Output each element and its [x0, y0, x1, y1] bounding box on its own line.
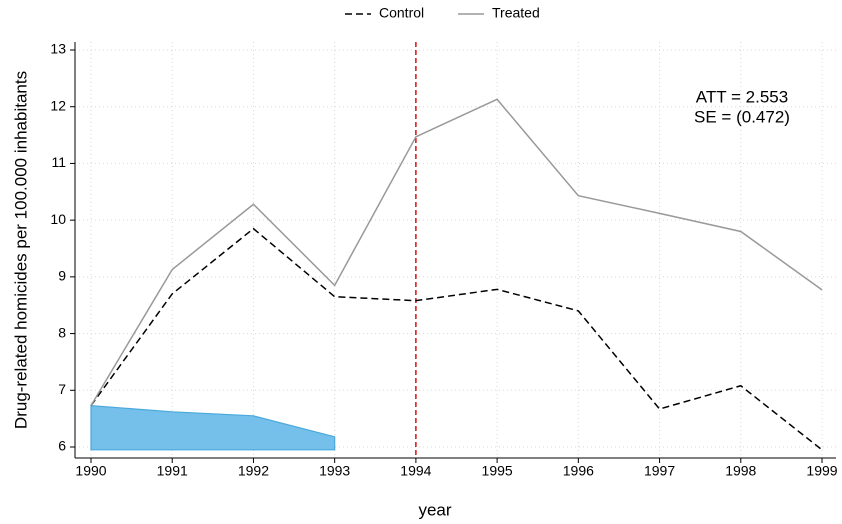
x-tick-label: 1992	[238, 463, 269, 479]
legend-label: Treated	[492, 5, 540, 21]
x-axis-label: year	[418, 500, 451, 519]
x-tick-label: 1999	[806, 463, 837, 479]
x-tick-label: 1998	[725, 463, 756, 479]
x-tick-label: 1995	[482, 463, 513, 479]
y-tick-label: 8	[58, 324, 66, 340]
y-tick-label: 11	[51, 154, 66, 170]
annotation: ATT = 2.553	[696, 87, 788, 106]
y-tick-label: 7	[58, 381, 66, 397]
x-tick-label: 1994	[400, 463, 431, 479]
x-tick-label: 1997	[644, 463, 675, 479]
line	[90, 98, 823, 406]
y-tick-label: 12	[50, 97, 66, 113]
x-tick-label: 1993	[319, 463, 350, 479]
area	[90, 404, 336, 451]
y-tick-label: 6	[58, 438, 66, 454]
x-tick-label: 1990	[75, 463, 106, 479]
y-axis-label: Drug-related homicides per 100.000 inhab…	[11, 71, 30, 429]
y-tick-label: 10	[50, 211, 66, 227]
x-tick-label: 1991	[157, 463, 188, 479]
x-tick-label: 1996	[563, 463, 594, 479]
y-tick-label: 9	[58, 268, 66, 284]
legend-label: Control	[379, 5, 424, 21]
y-tick-label: 13	[50, 41, 66, 57]
annotation: SE = (0.472)	[694, 107, 790, 126]
line	[90, 227, 823, 451]
